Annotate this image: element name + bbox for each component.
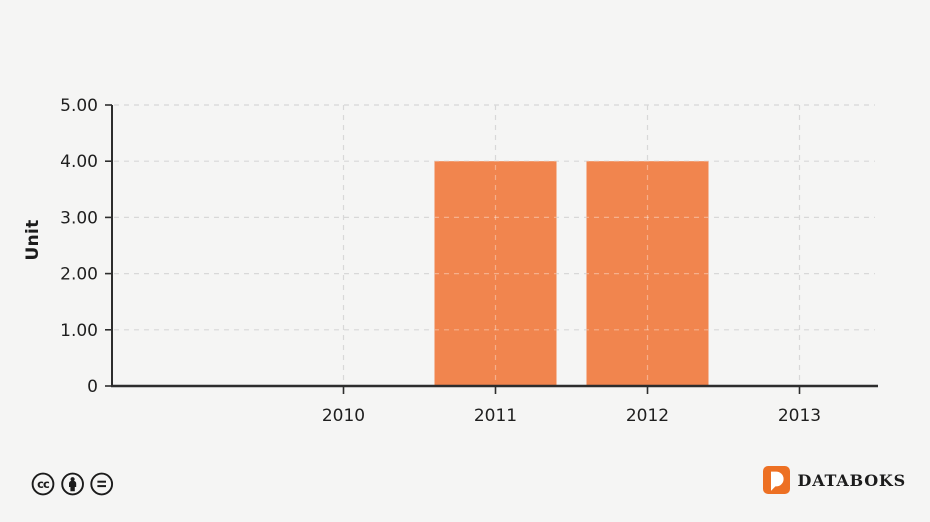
databoks-logo[interactable]: DATABOKS xyxy=(762,466,906,494)
y-tick-label: 0 xyxy=(87,377,98,397)
bar-chart: 5.00 4.00 3.00 2.00 1.00 0 2010 2011 2012 2013 Un… xyxy=(23,96,878,426)
bar-2012[interactable] xyxy=(586,161,709,386)
cc-icon[interactable]: cc xyxy=(31,472,55,496)
svg-text:cc: cc xyxy=(37,477,50,491)
gridlines-overlay xyxy=(434,161,709,385)
databoks-logo-text: DATABOKS xyxy=(797,470,906,490)
cc-nd-icon[interactable] xyxy=(90,472,114,496)
bar-chart-svg: 5.00 4.00 3.00 2.00 1.00 0 2010 2011 2012 2013 xyxy=(60,96,878,426)
x-tick-label: 2010 xyxy=(322,406,365,426)
y-tick-label: 4.00 xyxy=(60,152,98,172)
bar-2011[interactable] xyxy=(434,161,557,386)
y-tick-label: 3.00 xyxy=(60,208,98,228)
y-tick-label: 5.00 xyxy=(60,96,98,116)
databoks-logo-icon xyxy=(762,466,790,494)
y-axis-title: Unit xyxy=(23,219,43,261)
footer: cc DATABOKS xyxy=(0,460,930,522)
cc-by-icon[interactable] xyxy=(61,472,84,496)
license-icons[interactable]: cc xyxy=(28,469,118,499)
x-tick-label: 2013 xyxy=(778,406,821,426)
x-tick-label: 2011 xyxy=(474,406,517,426)
y-tick-label: 1.00 xyxy=(60,321,98,341)
bars xyxy=(434,161,709,386)
x-tick-label: 2012 xyxy=(626,406,669,426)
y-tick-label: 2.00 xyxy=(60,265,98,285)
